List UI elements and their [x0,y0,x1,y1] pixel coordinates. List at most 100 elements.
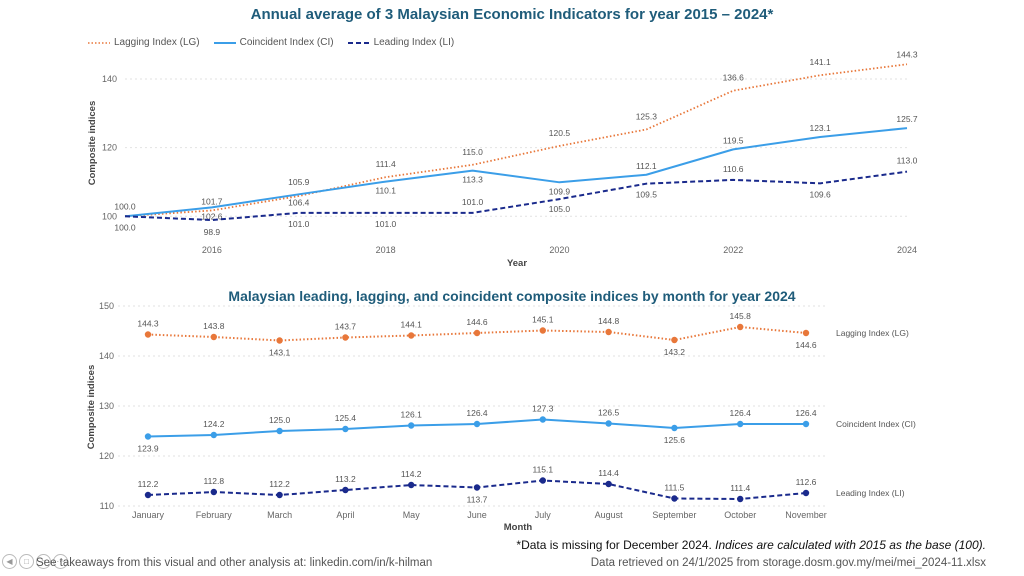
c1-xtick-label: 2022 [723,245,743,255]
c1-data-label: 102.6 [201,211,223,221]
c2-xtick-label: March [267,510,292,520]
c2-data-label: 111.5 [664,483,684,493]
zoom-icon[interactable]: ○ [36,554,51,569]
c2-series-label-2: Coincident Index (CI) [836,419,916,429]
c2-data-point [276,427,283,435]
c2-data-label: 114.2 [401,469,422,479]
c2-data-point [802,489,810,497]
c2-data-label: 145.1 [532,315,554,325]
c2-data-point [671,495,678,502]
c2-xtick-label: September [652,510,696,520]
c2-data-point [605,420,612,427]
c2-data-point [737,323,744,331]
c2-data-label: 126.1 [401,410,423,420]
c2-data-point [276,491,283,499]
c2-data-label: 143.7 [335,322,357,332]
c2-data-point [144,331,152,338]
takeaways-text: See takeaways from this visual and other… [36,557,433,569]
c2-data-point [144,491,152,499]
c1-data-label: 109.6 [809,189,831,199]
c2-xtick-label: January [132,510,165,520]
data-note: *Data is missing for December 2024. Indi… [516,538,986,552]
c2-data-label: 126.4 [730,408,752,418]
legend-label-coincident: Coincident Index (CI) [239,37,334,48]
c1-data-label: 109.5 [636,190,658,200]
c1-data-label: 101.7 [201,196,223,206]
data-note-italic: Indices are calculated with 2015 as the … [715,538,986,552]
c2-ytick-label: 140 [99,351,114,361]
c1-data-label: 125.3 [636,111,658,121]
c2-xtick-label: June [467,510,487,520]
c2-data-point [737,420,744,428]
c1-data-label: 141.1 [809,57,831,67]
c1-data-label: 113.0 [897,156,918,166]
c2-data-label: 143.8 [203,321,225,331]
c2-series-label-1: Lagging Index (LG) [836,328,909,338]
nav-controls[interactable]: ◀ □ ○ ⋯ [2,554,68,569]
c2-data-point [802,329,810,337]
c2-data-label: 144.3 [137,319,159,329]
c2-data-point [144,433,152,440]
c1-data-label: 110.1 [375,186,396,196]
legend-item-coincident[interactable]: Coincident Index (CI) [213,37,334,48]
c2-data-point [210,431,217,439]
c2-ytick-label: 130 [99,401,114,411]
legend-swatch-coincident [213,41,236,44]
c2-data-label: 143.1 [269,348,291,358]
c1-xtick-label: 2016 [202,245,222,255]
c1-series-line-2 [124,127,908,218]
slide-icon[interactable]: □ [19,554,34,569]
c1-data-label: 111.4 [376,159,396,169]
c2-data-label: 112.2 [138,479,159,489]
c2-xtick-label: November [785,510,827,520]
legend-item-leading[interactable]: Leading Index (LI) [347,37,455,48]
legend-label-lagging: Lagging Index (LG) [114,37,200,48]
legend-label-leading: Leading Index (LI) [373,37,455,48]
c2-data-point [671,424,678,432]
c2-data-point [539,416,546,423]
c2-data-label: 113.2 [335,474,356,484]
c2-xtick-label: July [535,510,552,520]
c1-data-label: 106.4 [288,197,310,207]
c1-data-label: 100.0 [114,201,136,211]
c2-data-point [408,332,415,339]
c2-data-point [473,420,481,428]
c2-data-point [210,488,217,496]
c2-data-point [671,336,678,344]
c2-data-label: 125.0 [269,415,291,425]
c2-xtick-label: October [724,510,756,520]
c2-data-label: 123.9 [137,444,159,454]
c2-ytick-label: 120 [99,451,114,461]
c2-data-label: 126.4 [795,408,817,418]
c2-data-point [276,337,283,344]
c1-data-label: 120.5 [549,128,571,138]
legend-item-lagging[interactable]: Lagging Index (LG) [88,37,200,48]
c2-ytick-label: 110 [100,501,114,511]
more-icon[interactable]: ⋯ [53,554,68,569]
c1-data-label: 98.9 [204,227,221,237]
prev-icon[interactable]: ◀ [2,554,17,569]
c2-data-label: 115.1 [532,465,553,475]
c2-data-label: 125.6 [664,435,686,445]
c1-data-label: 105.0 [549,204,571,214]
c2-ytick-label: 150 [99,301,114,311]
c2-data-label: 112.8 [203,476,224,486]
c2-series-label-3: Leading Index (LI) [836,488,905,498]
c2-data-label: 126.4 [466,408,488,418]
c1-data-label: 109.9 [549,186,571,196]
c2-data-point [605,480,612,488]
c1-y-axis-title: Composite indices [87,101,98,185]
c2-xtick-label: August [595,510,624,520]
c2-data-point [408,481,415,489]
chart1-legend: Lagging Index (LG) Coincident Index (CI)… [88,37,454,48]
c1-series-line-1 [124,63,908,218]
c1-data-label: 101.0 [375,219,397,229]
c2-data-label: 145.8 [730,311,752,321]
c1-data-label: 136.6 [723,73,745,83]
c2-data-label: 113.7 [467,495,488,505]
c1-x-axis-title: Year [507,258,527,269]
c2-data-point [539,327,546,334]
data-note-plain: *Data is missing for December 2024. [516,538,716,552]
c1-data-label: 105.9 [288,177,310,187]
